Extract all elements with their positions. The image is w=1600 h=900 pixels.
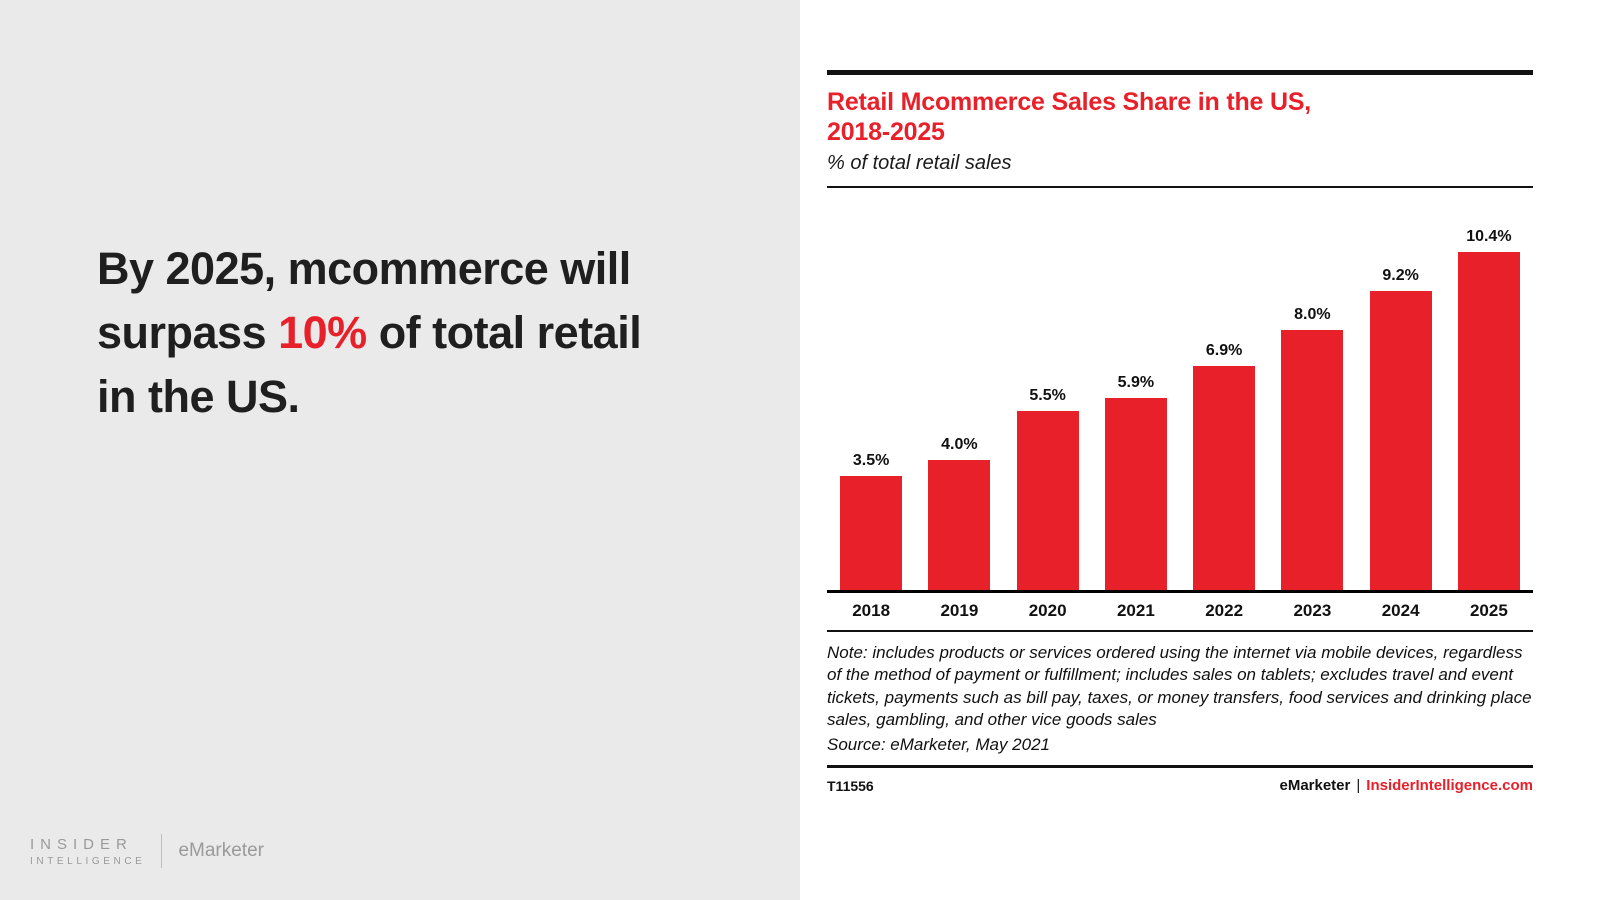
x-axis-tick-label: 2021	[1116, 601, 1155, 620]
bar-value-label: 9.2%	[1382, 267, 1419, 284]
x-axis-tick-label: 2025	[1469, 601, 1508, 620]
bar-column: 9.2%	[1357, 267, 1445, 590]
chart-title-line1: Retail Mcommerce Sales Share in the US,	[827, 88, 1312, 116]
emarketer-logo: eMarketer	[178, 840, 264, 861]
bar-column: 5.5%	[1004, 387, 1092, 590]
chart-subtitle: % of total retail sales	[827, 152, 1012, 174]
bar	[1193, 366, 1256, 590]
bar	[840, 476, 903, 590]
headline-text-before: By 2025, mcommerce will surpass	[97, 243, 631, 358]
footer-rule	[827, 765, 1533, 769]
bar-value-label: 3.5%	[852, 452, 890, 469]
bar-value-label: 5.5%	[1029, 387, 1066, 404]
footer-brand-emarketer: eMarketer	[1279, 777, 1351, 795]
headline-highlight: 10%	[278, 306, 367, 358]
insider-logo-line1: INSIDER	[30, 835, 133, 853]
left-panel: By 2025, mcommerce will surpass 10% of t…	[0, 0, 800, 900]
insider-intelligence-logo: INSIDER INTELLIGENCE	[30, 836, 145, 867]
bar	[928, 460, 991, 590]
bar-column: 6.9%	[1180, 342, 1268, 590]
bar	[1281, 330, 1344, 590]
chart-title: Retail Mcommerce Sales Share in the US, …	[827, 88, 1533, 147]
chart-panel: Retail Mcommerce Sales Share in the US, …	[800, 0, 1600, 900]
bar-column: 8.0%	[1268, 306, 1356, 590]
footer-brand-site: InsiderIntelligence.com	[1366, 777, 1533, 795]
bar-column: 4.0%	[915, 436, 1003, 590]
headline: By 2025, mcommerce will surpass 10% of t…	[97, 237, 662, 429]
x-axis-tick-label: 2020	[1028, 601, 1067, 620]
x-axis-tick-label: 2019	[940, 601, 979, 620]
bar	[1369, 291, 1432, 590]
chart-source: Source: eMarketer, May 2021	[827, 734, 1051, 754]
x-axis-tick-label: 2023	[1293, 601, 1332, 620]
chart-id: T11556	[827, 777, 874, 794]
bar-value-label: 6.9%	[1205, 342, 1243, 359]
footer-brand-divider: |	[1356, 777, 1361, 795]
x-axis-labels: 2018 2019 2020 2021 2022 2023 2024 2025	[827, 593, 1533, 632]
bar-column: 3.5%	[827, 452, 915, 590]
bar-chart: 3.5% 4.0% 5.5% 5.9% 6.9% 8.0% 9.2% 10.4%	[827, 188, 1533, 593]
bar	[1104, 398, 1167, 590]
x-axis-tick-label: 2018	[852, 601, 891, 620]
bar	[1016, 411, 1079, 590]
footer-brand: eMarketer | InsiderIntelligence.com	[1279, 777, 1533, 794]
chart-note: Note: includes products or services orde…	[827, 643, 1532, 730]
x-axis-tick-label: 2024	[1381, 601, 1420, 620]
bar-column: 5.9%	[1092, 374, 1180, 590]
chart-title-line2: 2018-2025	[827, 117, 945, 146]
headline-text-after: of total retail in the US.	[97, 306, 642, 422]
bar-value-label: 5.9%	[1117, 374, 1155, 391]
x-axis-tick-label: 2022	[1205, 601, 1244, 620]
subtitle-rule	[827, 186, 1533, 188]
insider-logo-line2: INTELLIGENCE	[30, 855, 146, 867]
bar-value-label: 8.0%	[1294, 306, 1331, 323]
bar-value-label: 4.0%	[941, 436, 978, 453]
brand-divider	[161, 834, 163, 868]
bar-value-label: 10.4%	[1466, 228, 1512, 245]
chart-footer: T11556 eMarketer | InsiderIntelligence.com	[827, 768, 1533, 794]
bar	[1457, 252, 1520, 590]
top-rule	[827, 70, 1533, 75]
branding-footer: INSIDER INTELLIGENCE eMarketer	[30, 834, 264, 868]
bar-column: 10.4%	[1445, 228, 1533, 590]
